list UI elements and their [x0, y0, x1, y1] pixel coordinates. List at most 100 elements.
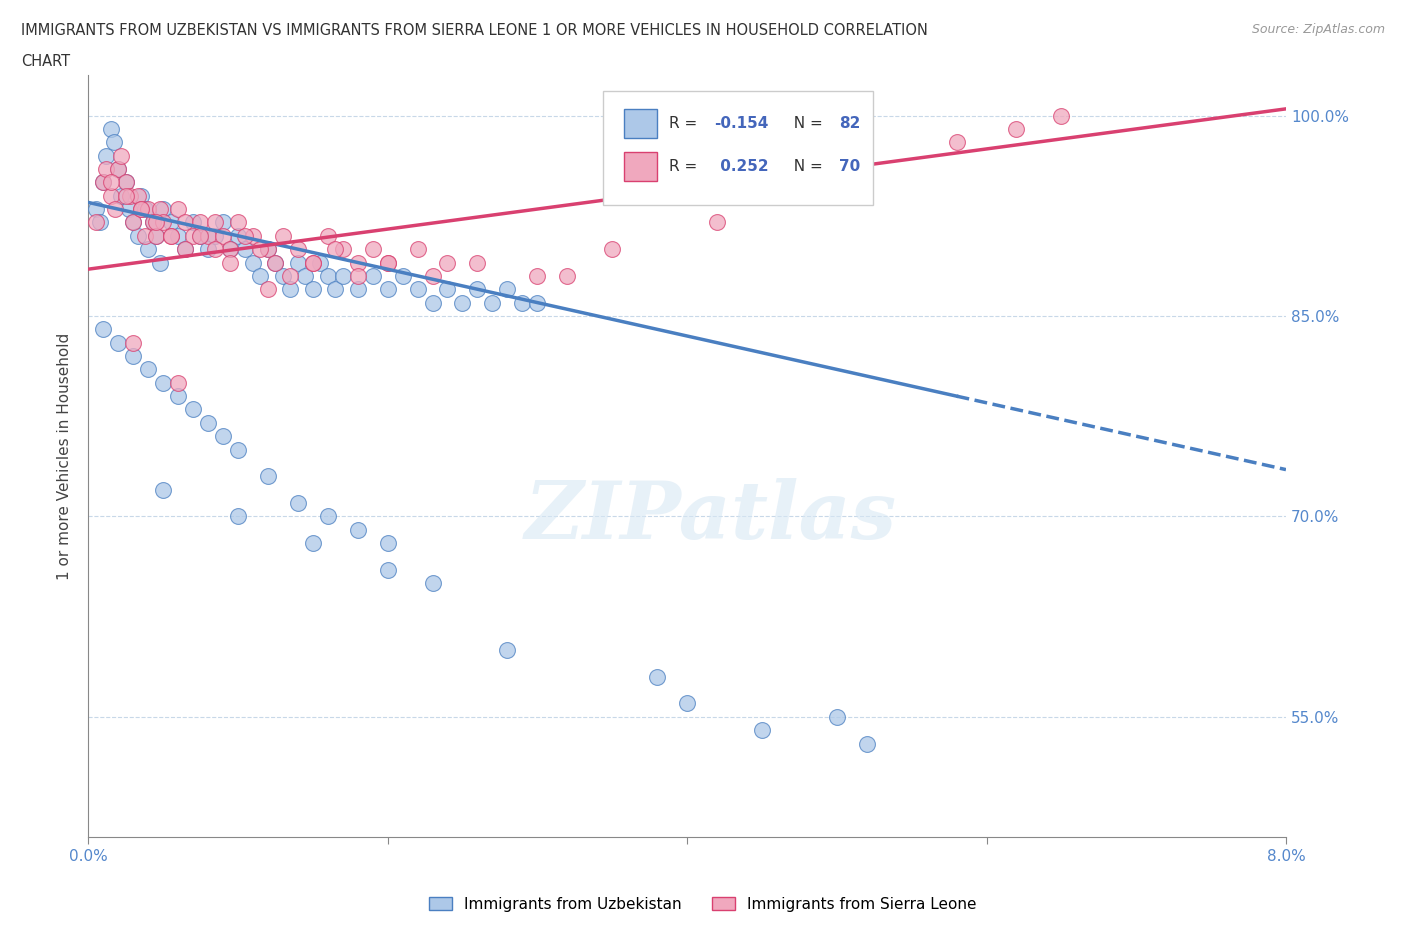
Point [436, 255, 458, 270]
Point [526, 269, 548, 284]
Point [226, 215, 249, 230]
Point [256, 469, 278, 484]
Text: N =: N = [785, 159, 828, 174]
Point [122, 335, 145, 350]
Point [129, 188, 152, 203]
Point [149, 255, 172, 270]
Point [226, 509, 249, 524]
Point [167, 376, 190, 391]
Point [129, 202, 152, 217]
Point [676, 696, 699, 711]
Point [287, 242, 309, 257]
Point [190, 215, 212, 230]
Point [235, 242, 257, 257]
Point [159, 215, 181, 230]
Legend: Immigrants from Uzbekistan, Immigrants from Sierra Leone: Immigrants from Uzbekistan, Immigrants f… [423, 890, 983, 918]
Point [174, 242, 197, 257]
Point [167, 202, 190, 217]
Point [406, 282, 429, 297]
Point [825, 162, 848, 177]
Point [136, 202, 159, 217]
Point [316, 269, 339, 284]
Point [323, 242, 346, 257]
Point [152, 376, 174, 391]
Point [152, 483, 174, 498]
Point [145, 229, 167, 244]
Point [451, 295, 474, 310]
Point [377, 563, 399, 578]
Point [212, 215, 235, 230]
Point [110, 188, 132, 203]
Point [167, 389, 190, 404]
Point [84, 215, 107, 230]
Point [1050, 108, 1073, 123]
Point [117, 202, 139, 217]
Point [145, 229, 167, 244]
Point [127, 229, 149, 244]
Point [204, 242, 226, 257]
Point [301, 536, 323, 551]
Point [422, 269, 444, 284]
Point [377, 255, 399, 270]
Point [496, 643, 519, 658]
Point [152, 215, 174, 230]
Point [600, 242, 623, 257]
Point [212, 229, 235, 244]
Point [526, 295, 548, 310]
Point [114, 188, 136, 203]
Point [104, 202, 127, 217]
Point [278, 282, 301, 297]
Point [271, 229, 294, 244]
Text: 70: 70 [839, 159, 860, 174]
Point [122, 215, 145, 230]
Point [197, 229, 219, 244]
Point [114, 175, 136, 190]
Point [346, 255, 368, 270]
Point [127, 188, 149, 203]
Text: R =: R = [669, 116, 702, 131]
Y-axis label: 1 or more Vehicles in Household: 1 or more Vehicles in Household [58, 333, 72, 580]
Point [377, 282, 399, 297]
Point [174, 215, 197, 230]
Point [91, 175, 114, 190]
Point [391, 269, 413, 284]
Point [294, 269, 316, 284]
Point [332, 269, 354, 284]
Point [181, 215, 204, 230]
Text: N =: N = [785, 116, 828, 131]
Point [129, 202, 152, 217]
Point [122, 349, 145, 364]
Point [249, 242, 271, 257]
Point [204, 229, 226, 244]
Point [496, 282, 519, 297]
Point [264, 255, 287, 270]
Point [100, 122, 122, 137]
Point [84, 202, 107, 217]
Point [316, 229, 339, 244]
Point [346, 282, 368, 297]
Point [141, 215, 163, 230]
Point [89, 215, 111, 230]
Point [481, 295, 503, 310]
Point [107, 162, 129, 177]
Point [107, 335, 129, 350]
Text: -0.154: -0.154 [714, 116, 769, 131]
Text: CHART: CHART [21, 54, 70, 69]
Point [219, 255, 242, 270]
Point [145, 215, 167, 230]
Point [361, 269, 384, 284]
Point [346, 269, 368, 284]
Point [212, 429, 235, 444]
Point [94, 148, 117, 163]
Point [278, 269, 301, 284]
Point [256, 242, 278, 257]
Point [159, 229, 181, 244]
Point [134, 229, 156, 244]
FancyBboxPatch shape [603, 91, 873, 205]
Text: 82: 82 [839, 116, 860, 131]
Point [346, 523, 368, 538]
Point [309, 255, 332, 270]
Text: 0.252: 0.252 [714, 159, 768, 174]
Point [141, 215, 163, 230]
Point [256, 282, 278, 297]
